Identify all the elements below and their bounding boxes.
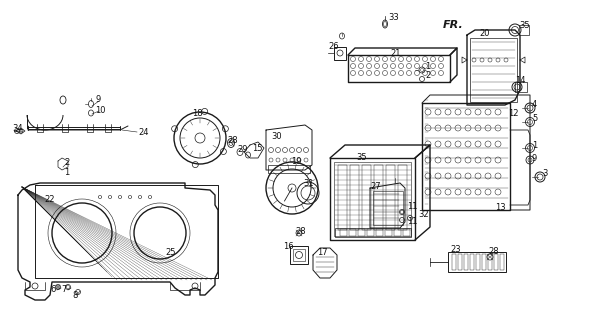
- Bar: [334, 162, 411, 236]
- Bar: [338, 165, 347, 230]
- Text: 3: 3: [542, 169, 547, 178]
- Text: 1: 1: [64, 167, 69, 177]
- Text: 12: 12: [508, 108, 519, 117]
- Bar: [293, 249, 305, 261]
- Bar: [335, 228, 411, 237]
- Text: 9: 9: [532, 154, 537, 163]
- Text: 5: 5: [532, 114, 537, 123]
- Text: 29: 29: [237, 145, 248, 154]
- Text: 28: 28: [227, 135, 238, 145]
- Text: 35: 35: [519, 20, 530, 29]
- Text: 10: 10: [95, 106, 106, 115]
- Bar: [488, 254, 492, 270]
- Bar: [519, 25, 529, 35]
- Bar: [334, 47, 346, 60]
- Text: 30: 30: [271, 132, 282, 140]
- Text: 13: 13: [495, 203, 506, 212]
- Text: 33: 33: [388, 12, 399, 21]
- Text: 28: 28: [488, 246, 498, 255]
- Text: 27: 27: [370, 181, 381, 190]
- Bar: [290, 246, 308, 264]
- Text: 16: 16: [283, 242, 294, 251]
- Text: 11: 11: [407, 217, 417, 226]
- Bar: [482, 254, 486, 270]
- Text: 19: 19: [291, 156, 301, 165]
- Bar: [367, 229, 374, 236]
- Bar: [268, 165, 310, 173]
- Text: 23: 23: [450, 244, 461, 253]
- Bar: [374, 165, 383, 230]
- Text: 4: 4: [532, 100, 537, 108]
- Bar: [340, 229, 347, 236]
- Text: 2: 2: [425, 70, 430, 79]
- Text: 24: 24: [138, 127, 149, 137]
- Bar: [470, 254, 474, 270]
- Bar: [494, 254, 498, 270]
- Bar: [500, 254, 504, 270]
- Bar: [358, 229, 365, 236]
- Bar: [376, 229, 383, 236]
- Text: 6: 6: [50, 284, 56, 293]
- Text: 14: 14: [515, 76, 525, 84]
- Bar: [385, 229, 392, 236]
- Bar: [373, 191, 403, 225]
- Text: 17: 17: [317, 247, 328, 257]
- Text: 22: 22: [44, 195, 54, 204]
- Text: 15: 15: [252, 143, 263, 153]
- Bar: [349, 229, 356, 236]
- Bar: [350, 165, 359, 230]
- Bar: [403, 229, 410, 236]
- Text: 1: 1: [425, 61, 430, 70]
- Bar: [398, 165, 407, 230]
- Text: 8: 8: [72, 291, 78, 300]
- Bar: [452, 254, 456, 270]
- Text: 21: 21: [390, 49, 401, 58]
- Text: FR.: FR.: [442, 20, 463, 30]
- Bar: [470, 38, 517, 102]
- Text: 7: 7: [61, 284, 66, 293]
- Bar: [362, 165, 371, 230]
- Text: 11: 11: [407, 202, 417, 211]
- Text: 28: 28: [295, 227, 306, 236]
- Text: 18: 18: [192, 108, 202, 117]
- Text: 31: 31: [303, 179, 313, 188]
- Text: 32: 32: [418, 210, 429, 219]
- Text: 35: 35: [356, 153, 367, 162]
- Bar: [515, 82, 527, 92]
- Bar: [476, 254, 480, 270]
- Bar: [386, 165, 395, 230]
- Text: 25: 25: [165, 247, 176, 257]
- Text: 34: 34: [12, 124, 23, 132]
- Bar: [448, 252, 506, 272]
- Bar: [394, 229, 401, 236]
- Text: 9: 9: [95, 94, 100, 103]
- Text: 2: 2: [64, 157, 69, 166]
- Bar: [458, 254, 462, 270]
- Text: 1: 1: [532, 140, 537, 149]
- Text: 20: 20: [479, 28, 490, 37]
- Text: 26: 26: [328, 42, 338, 51]
- Bar: [464, 254, 468, 270]
